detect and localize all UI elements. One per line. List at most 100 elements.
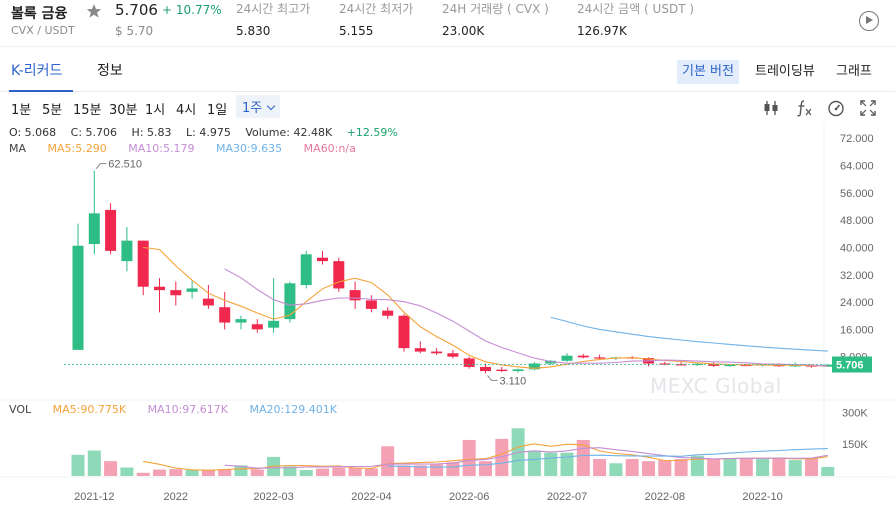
star-icon[interactable] — [86, 3, 102, 19]
view-graph-button[interactable]: 그래프 — [836, 64, 872, 79]
candle-body — [88, 213, 100, 245]
volume-ma10-line — [224, 447, 828, 469]
ohlc-low: L: 4.975 — [186, 126, 231, 139]
ohlc-volume: Volume: 42.48K — [245, 126, 333, 139]
volume-bar — [348, 467, 362, 476]
volume-bar — [136, 472, 150, 476]
stat-label: 24시간 최저가 — [339, 2, 414, 16]
candle-body — [528, 363, 540, 370]
candle-body — [480, 366, 491, 372]
time-tick-label: 2022-04 — [351, 491, 391, 503]
volume-bar — [739, 459, 753, 476]
ma30-line — [550, 316, 828, 352]
timeframe-30m[interactable]: 30분 — [109, 103, 138, 118]
candlestick-chart[interactable]: 8.00016.00024.00032.00040.00048.00056.00… — [0, 124, 895, 510]
play-circle-icon[interactable] — [859, 11, 879, 31]
ma5-value: MA5:5.290 — [47, 142, 107, 155]
ma30-value: MA30:9.635 — [215, 142, 283, 155]
candle-body — [105, 209, 117, 251]
volume-bar — [593, 459, 607, 476]
candle-body — [659, 363, 671, 365]
stat-label: 24시간 금액 ( USDT ) — [577, 2, 695, 16]
ma-legend: MA MA5:5.290 MA10:5.179 MA30:9.635 MA60:… — [9, 142, 374, 155]
low-marker-arrow — [487, 375, 498, 381]
timeframe-1h[interactable]: 1시 — [145, 103, 166, 118]
low-marker-label: 3.110 — [500, 375, 527, 387]
gauge-icon[interactable] — [827, 99, 845, 117]
candle-body — [577, 355, 589, 358]
volume-bar — [218, 469, 232, 476]
price-tick-label: 32.000 — [840, 270, 874, 282]
volume-bar — [527, 450, 541, 476]
last-price: 5.706 — [115, 1, 158, 19]
timeframe-selected: 1주 — [242, 101, 263, 116]
candle-body — [235, 319, 247, 323]
volume-bar — [153, 469, 166, 476]
candle-body — [496, 369, 508, 372]
time-tick-label: 2022-07 — [547, 491, 587, 503]
usd-price: $ 5.70 — [115, 24, 154, 38]
ohlc-change: +12.59% — [346, 126, 398, 139]
volume-bar — [805, 457, 818, 476]
volume-bar — [462, 439, 476, 476]
candle-body — [561, 355, 573, 361]
volume-bar — [413, 465, 427, 476]
volume-bar — [201, 469, 215, 476]
volume-bar — [185, 470, 199, 476]
candle-body — [724, 364, 736, 367]
candle-body — [137, 240, 149, 287]
volume-ma20-line — [387, 448, 828, 468]
timeframe-dropdown[interactable]: 1주 — [236, 95, 281, 118]
timeframe-1d[interactable]: 1일 — [207, 103, 228, 118]
ma-title: MA — [9, 142, 27, 155]
candle-body — [72, 245, 84, 350]
volume-bar — [169, 469, 183, 476]
volume-bar — [120, 467, 134, 476]
view-basic-button[interactable]: 기본 버전 — [677, 60, 739, 84]
volume-bar — [625, 459, 639, 476]
ohlc-close: C: 5.706 — [70, 126, 118, 139]
timeframe-15m[interactable]: 15분 — [73, 103, 102, 118]
candle-body — [333, 261, 345, 289]
price-change: + 10.77% — [162, 3, 222, 17]
candle-body — [186, 288, 198, 292]
volume-bar — [479, 461, 492, 476]
price-tick-label: 40.000 — [840, 242, 874, 254]
high-marker-label: 62.510 — [108, 159, 142, 171]
view-tradingview-button[interactable]: 트레이딩뷰 — [755, 64, 815, 79]
vol-ma20-value: MA20:129.401K — [249, 403, 337, 416]
candle-indicator-icon[interactable] — [762, 99, 780, 117]
timeframe-1m[interactable]: 1분 — [11, 103, 32, 118]
volume-bar — [609, 463, 623, 476]
active-tab-underline — [9, 90, 73, 92]
volume-bar — [772, 457, 786, 476]
candle-body — [268, 320, 280, 328]
time-tick-label: 2022-08 — [645, 491, 685, 503]
volume-bar — [707, 459, 721, 476]
timeframe-4h[interactable]: 4시 — [176, 103, 197, 118]
function-icon[interactable] — [795, 99, 813, 117]
timeframe-5m[interactable]: 5분 — [42, 103, 63, 118]
volume-tick-label: 300K — [842, 407, 868, 419]
tab-info[interactable]: 정보 — [97, 63, 123, 79]
price-tick-label: 48.000 — [840, 215, 874, 227]
last-price-label: 5.706 — [836, 360, 864, 372]
chevron-down-icon — [266, 101, 276, 111]
price-tick-label: 24.000 — [840, 297, 874, 309]
candle-body — [545, 360, 557, 364]
candle-body — [219, 307, 231, 323]
coin-name: 볼록 금융 — [11, 6, 68, 22]
volume-bar — [446, 462, 460, 476]
fullscreen-icon[interactable] — [859, 99, 877, 117]
candle-body — [414, 348, 426, 352]
volume-tick-label: 150K — [842, 439, 868, 451]
volume-bar — [430, 464, 444, 476]
volume-bar — [723, 457, 737, 476]
tab-k-line[interactable]: K-리커드 — [11, 63, 63, 79]
price-tick-label: 72.000 — [840, 133, 874, 145]
ma10-line — [224, 268, 828, 367]
candle-body — [789, 365, 801, 367]
candle-body — [170, 290, 182, 296]
volume-bar — [71, 454, 85, 476]
ohlc-legend: O: 5.068 C: 5.706 H: 5.83 L: 4.975 Volum… — [9, 126, 409, 139]
